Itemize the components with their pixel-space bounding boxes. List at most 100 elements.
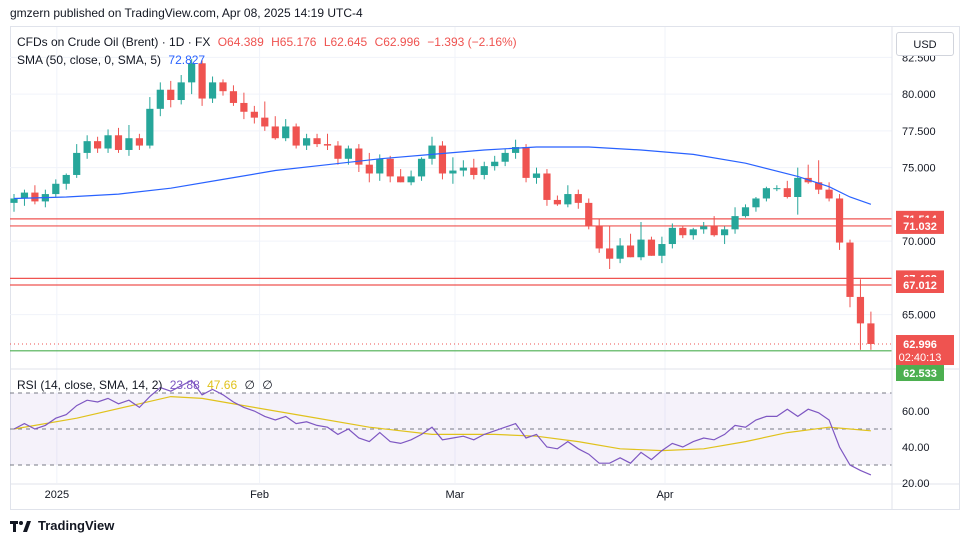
candle-body [229,91,238,103]
candle-body [512,147,520,153]
rsi-layer [10,379,892,476]
candle-body [846,242,854,297]
candle-body [522,147,530,178]
footer-brand-label: TradingView [38,518,115,533]
candle-body [334,145,342,159]
candle-body [365,164,373,174]
open-value: O64.389 [217,35,264,49]
candle-body [52,183,60,195]
change-value: −1.393 (−2.16%) [427,35,517,49]
candle-body [501,152,509,162]
price-tick-label: 75.000 [902,163,936,175]
candle-body [564,194,572,205]
price-tick-label: 70.000 [902,236,936,248]
rsi-ma-value: 47.66 [207,378,238,392]
candle-body [459,167,467,171]
axis-layer: 82.50080.00077.50075.00070.00065.0002025… [10,27,960,510]
published-line: gmzern published on TradingView.com, Apr… [10,6,363,20]
candle-body [198,63,206,99]
candle-body [323,144,332,146]
candle-body [355,148,363,165]
rsi-tick-label: 40.00 [902,442,930,454]
sma-label: SMA (50, close, 0, SMA, 5) [17,53,162,67]
candle-body [135,138,143,146]
candle-body [700,226,708,230]
time-tick-label: Feb [250,489,269,501]
time-tick-label: Mar [446,489,465,501]
candle-body [815,182,823,190]
candle-body [679,227,687,236]
sma-layer [13,146,872,205]
candle-body [292,126,300,146]
candle-body [668,227,676,245]
close-value: C62.996 [374,35,420,49]
candle-body [731,216,739,230]
footer-brand[interactable]: TradingView [10,518,114,533]
candle-body [397,176,405,183]
currency-button[interactable]: USD [896,32,954,56]
candle-body [752,198,760,208]
candle-body [208,82,217,99]
rsi-tick-label: 60.00 [902,406,930,418]
candle-body [626,245,635,258]
candle-body [10,198,18,203]
candle-body [219,82,227,92]
rsi-legend: RSI (14, close, SMA, 14, 2) 23.88 47.66 … [17,378,277,392]
candle-body [480,166,488,175]
candle-body [125,138,133,150]
last-price-tag-bg [896,335,954,366]
level-layer [10,218,892,352]
rsi-line [13,379,872,476]
candle-body [20,192,29,199]
level-price-tag-bg [896,276,944,293]
candle-body [449,170,457,174]
rsi-tick-label: 20.00 [902,478,930,490]
candle-body [585,202,593,227]
candle-body [146,108,154,146]
candle-body [271,126,279,139]
candle-body [177,82,185,101]
chart-frame [10,26,960,510]
candle-body [282,126,290,139]
sma-value: 72.827 [168,53,206,67]
candle-body [543,173,551,200]
candle-body [407,176,415,183]
candle-body [856,296,865,324]
candle-body [167,89,175,101]
candle-body [62,174,70,184]
candle-body [470,167,478,175]
sma-legend: SMA (50, close, 0, SMA, 5) 72.827 [17,53,209,67]
candle-body [710,226,718,236]
candle-body [606,248,614,259]
time-tick-label: 2025 [45,489,69,501]
candle-body [417,158,426,177]
candle-body [188,63,196,83]
candle-body [428,145,436,159]
candle-body [658,244,666,256]
price-tick-label: 77.500 [902,126,936,138]
candle-body [250,111,258,118]
candle-body [794,177,802,197]
price-legend: CFDs on Crude Oil (Brent) · 1D · FX O64.… [17,35,521,49]
candle-body [240,102,248,112]
candle-layer [10,58,875,350]
high-value: H65.176 [271,35,317,49]
time-tick-label: Apr [656,489,673,501]
rsi-ma-line [13,395,871,452]
candle-body [438,145,447,174]
candle-body [344,148,352,159]
candle-body [156,89,164,109]
symbol-label: CFDs on Crude Oil (Brent) · 1D · FX [17,35,211,49]
level-price-tag: 62.533 [896,365,944,382]
candle-body [825,189,833,199]
rsi-label: RSI (14, close, SMA, 14, 2) [17,378,163,392]
candle-body [303,138,311,146]
price-tick-label: 80.000 [902,89,936,101]
candle-body [83,141,91,153]
rsi-empty-2: ∅ [262,378,273,392]
last-price-value: 62.996 [903,339,937,351]
candle-body [73,152,81,175]
candle-body [386,158,394,177]
